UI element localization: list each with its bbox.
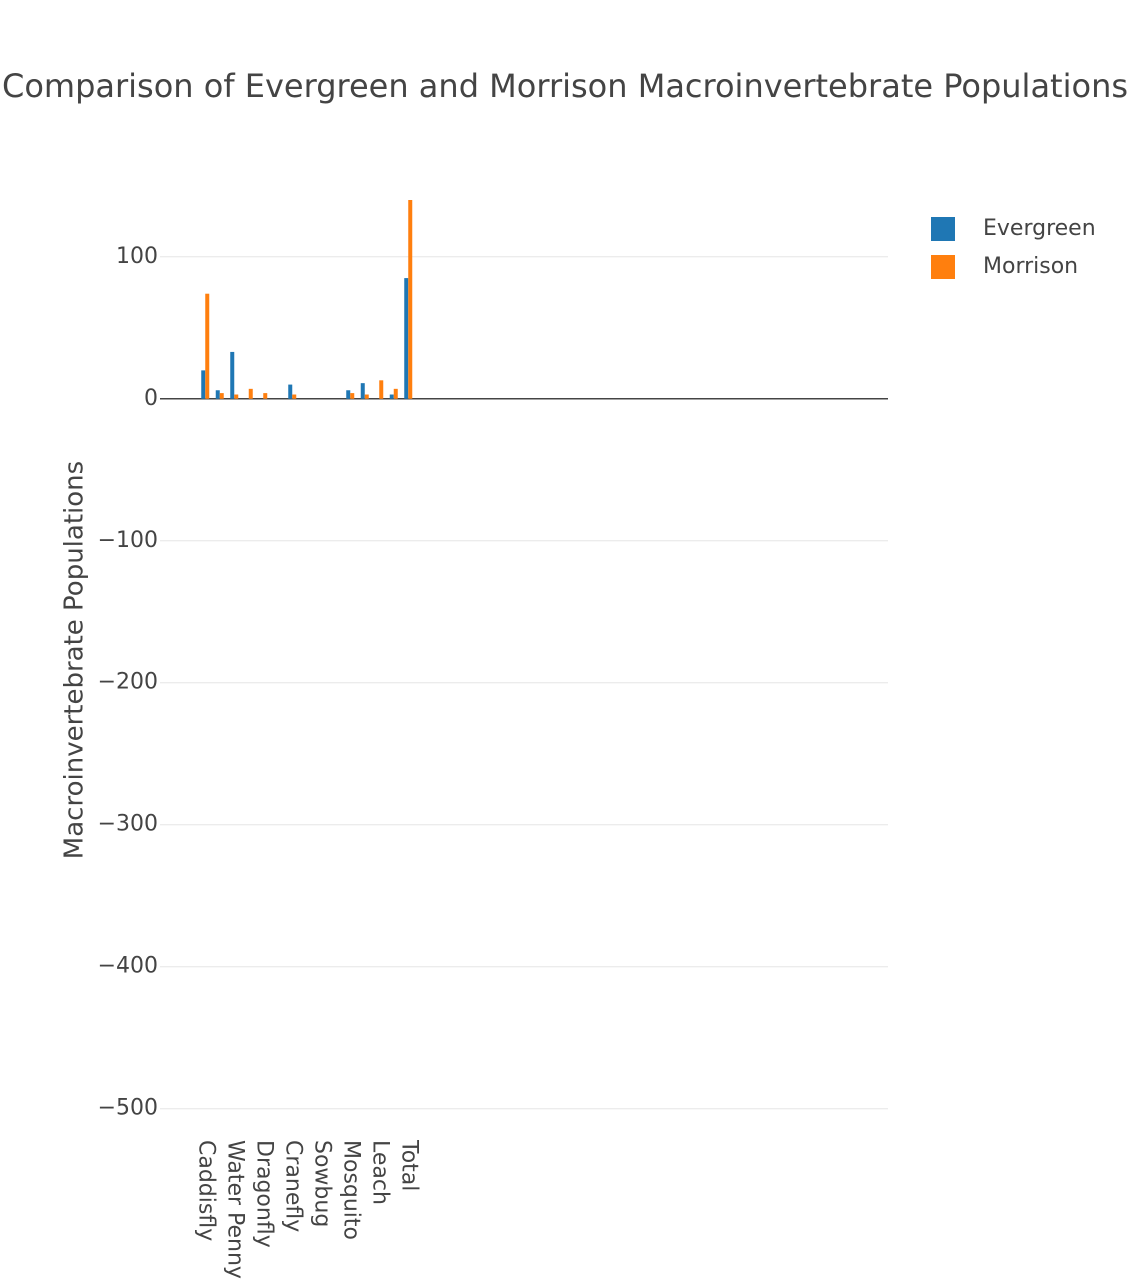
y-tick-label: −300 [98,812,158,837]
x-tick-label: Leach [367,1140,392,1205]
x-tick-label: Total [396,1139,421,1191]
x-tick-label: Dragonfly [251,1140,276,1248]
bar [379,380,384,399]
bar [263,393,268,399]
bar [248,388,253,399]
bar [219,393,224,399]
y-tick-label: −100 [98,528,158,553]
bar [201,370,206,399]
legend-swatch [931,255,955,279]
bar [404,278,409,399]
legend-label: Morrison [983,254,1078,279]
bar [393,388,398,399]
legend-swatch [931,217,955,241]
bar [364,394,369,399]
bar [360,383,365,399]
x-tick-label: Mosquito [338,1140,363,1240]
y-tick-label: 0 [144,386,158,411]
bar [389,394,394,399]
bar [215,390,220,399]
x-tick-label: Cranefly [280,1140,305,1232]
y-axis-label: Macroinvertebrate Populations [60,461,90,859]
legend-label: Evergreen [983,216,1096,241]
bar [288,384,293,399]
y-tick-label: −400 [98,954,158,979]
bar [350,393,355,399]
y-tick-label: 100 [116,244,158,269]
y-tick-label: −200 [98,670,158,695]
x-tick-label: Sowbug [309,1140,334,1227]
bar [408,200,413,399]
y-tick-label: −500 [98,1096,158,1121]
bar [346,390,351,399]
bar [205,293,210,399]
chart-title: Comparison of Evergreen and Morrison Mac… [2,67,1128,105]
bar [292,394,297,399]
x-tick-label: Water Penny [222,1140,247,1279]
x-tick-label: Caddisfly [193,1140,218,1241]
bar [234,394,239,399]
bar [230,351,235,399]
